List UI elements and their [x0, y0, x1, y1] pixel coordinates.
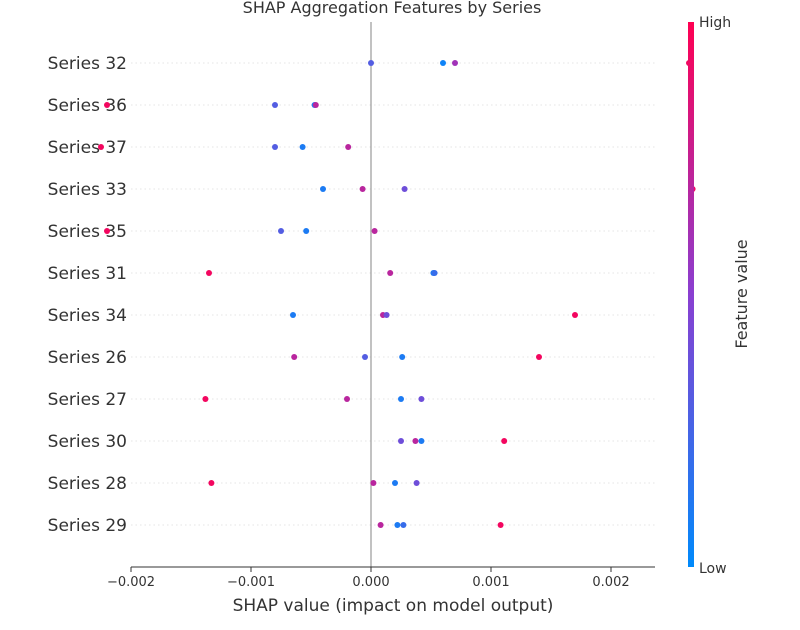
colorbar-high-label: High [699, 15, 731, 31]
shap-point [104, 228, 110, 234]
x-tick-label: 0.000 [352, 575, 389, 590]
series-label: Series 36 [48, 96, 127, 116]
shap-point [368, 60, 374, 66]
series-label: Series 33 [48, 180, 127, 200]
shap-point [345, 144, 352, 150]
shap-point [291, 354, 298, 360]
series-label: Series 31 [48, 264, 127, 284]
series-label: Series 32 [48, 54, 127, 74]
series-label: Series 30 [48, 432, 127, 452]
series-label: Series 37 [48, 138, 127, 158]
shap-point [371, 228, 378, 234]
shap-point [398, 438, 404, 444]
row-grid-lines [131, 62, 655, 526]
x-tick-label: −0.001 [227, 575, 275, 590]
shap-point [312, 102, 319, 108]
colorbar [688, 22, 694, 567]
shap-point [377, 522, 384, 528]
shap-point [431, 270, 438, 276]
shap-point [104, 102, 110, 108]
shap-point [272, 144, 278, 150]
chart-title: SHAP Aggregation Features by Series [243, 0, 542, 17]
shap-point [400, 522, 407, 528]
data-points [98, 60, 696, 528]
shap-point [394, 522, 401, 528]
shap-point [362, 354, 368, 360]
shap-point [320, 186, 326, 192]
shap-point [501, 438, 508, 444]
x-tick-label: 0.001 [472, 575, 509, 590]
shap-point [344, 396, 350, 402]
shap-point [98, 144, 104, 150]
shap-point [303, 228, 310, 234]
shap-point [572, 312, 578, 318]
colorbar-title: Feature value [732, 239, 751, 348]
shap-point [536, 354, 542, 360]
series-label: Series 27 [48, 390, 127, 410]
shap-point [206, 270, 212, 276]
shap-point [497, 522, 504, 528]
series-label: Series 28 [48, 474, 127, 494]
shap-point [202, 396, 209, 402]
x-tick-label: 0.002 [592, 575, 629, 590]
shap-point [418, 396, 425, 402]
series-label: Series 26 [48, 348, 127, 368]
shap-point [299, 144, 306, 150]
shap-point [359, 186, 366, 192]
shap-point [370, 480, 377, 486]
shap-point [398, 396, 404, 402]
shap-point [208, 480, 215, 486]
shap-point [278, 228, 284, 234]
shap-point [290, 312, 296, 318]
shap-point [399, 354, 406, 360]
series-labels: Series 32 Series 36 Series 37 Series 33 Seri… [48, 54, 127, 536]
shap-point [413, 480, 420, 486]
shap-point [440, 60, 446, 66]
shap-point [392, 480, 398, 486]
shap-point [383, 312, 390, 318]
shap-point [387, 270, 394, 276]
series-label: Series 34 [48, 306, 127, 326]
colorbar-low-label: Low [699, 561, 727, 577]
shap-point [452, 60, 458, 66]
series-label: Series 29 [48, 516, 127, 536]
x-axis-ticks: −0.002 −0.001 0.000 0.001 0.002 [107, 567, 630, 590]
x-tick-label: −0.002 [107, 575, 155, 590]
shap-point [412, 438, 419, 444]
shap-point [401, 186, 408, 192]
x-axis-label: SHAP value (impact on model output) [233, 596, 554, 616]
shap-point [418, 438, 425, 444]
series-label: Series 35 [48, 222, 127, 242]
shap-point [272, 102, 278, 108]
